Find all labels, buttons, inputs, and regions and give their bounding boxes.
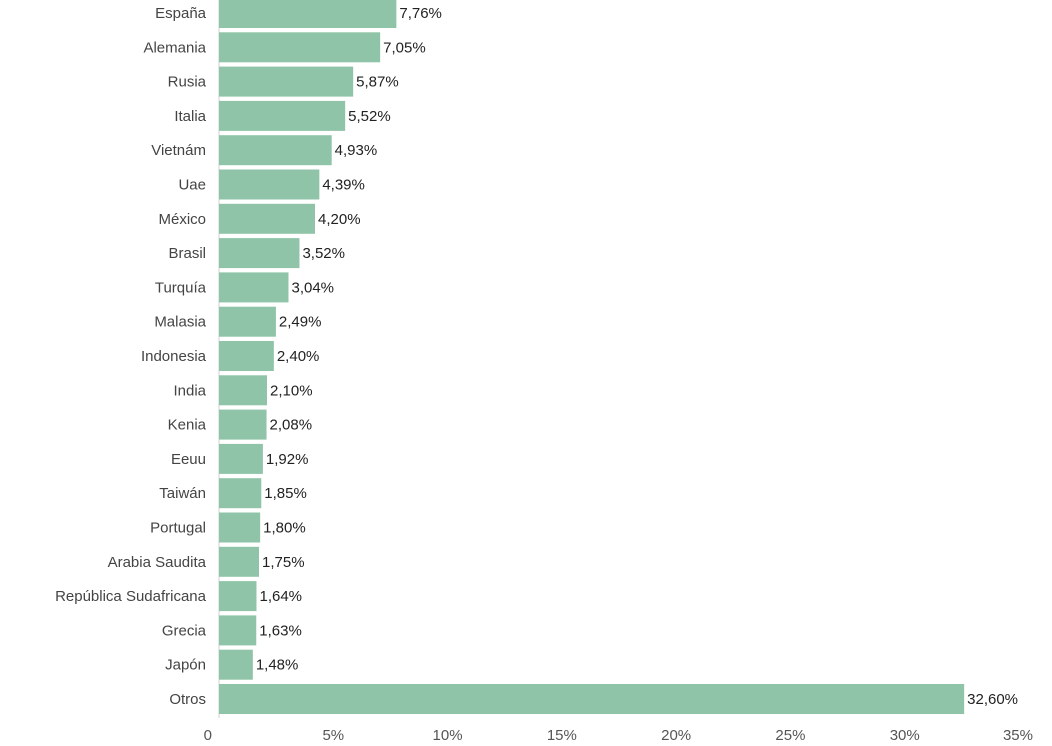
category-label: Malasia bbox=[154, 314, 206, 331]
value-label: 4,39% bbox=[322, 177, 365, 194]
bar-2 bbox=[219, 66, 354, 97]
bar-14 bbox=[219, 478, 262, 509]
category-label: Grecia bbox=[162, 622, 207, 639]
bar-20 bbox=[219, 684, 965, 714]
bar-18 bbox=[219, 615, 257, 646]
value-label: 2,40% bbox=[277, 348, 320, 365]
category-label: Indonesia bbox=[141, 348, 207, 365]
category-label: Brasil bbox=[168, 245, 206, 262]
value-label: 1,80% bbox=[263, 520, 306, 537]
bar-16 bbox=[219, 546, 259, 577]
value-label: 2,10% bbox=[270, 382, 313, 399]
bar-7 bbox=[219, 238, 300, 269]
bar-6 bbox=[219, 203, 315, 234]
value-label: 1,75% bbox=[262, 554, 305, 571]
category-label: Rusia bbox=[168, 74, 207, 91]
value-label: 1,63% bbox=[259, 622, 302, 639]
bar-10 bbox=[219, 341, 274, 371]
category-label: España bbox=[155, 5, 207, 22]
category-label: Kenia bbox=[168, 417, 207, 434]
category-label: Alemania bbox=[143, 39, 206, 56]
category-label: Otros bbox=[169, 691, 206, 708]
category-labels: España Alemania Rusia Italia Vietnám Uae Méxic… bbox=[55, 5, 207, 708]
x-tick-label: 35% bbox=[1003, 727, 1033, 744]
bar-9 bbox=[219, 306, 276, 337]
bar-19 bbox=[219, 649, 253, 680]
value-labels: 7,76% 7,05% 5,87% 5,52% 4,93% 4,39% 4,20% 3,52%… bbox=[256, 5, 1018, 708]
bar-17 bbox=[219, 581, 257, 612]
x-tick-label: 25% bbox=[775, 727, 805, 744]
category-label: Arabia Saudita bbox=[108, 554, 207, 571]
category-label: Vietnám bbox=[151, 142, 206, 159]
category-label: Uae bbox=[178, 177, 206, 194]
value-label: 32,60% bbox=[967, 691, 1018, 708]
bar-0 bbox=[219, 0, 397, 28]
bar-12 bbox=[219, 409, 267, 440]
category-label: India bbox=[173, 382, 206, 399]
value-label: 1,92% bbox=[266, 451, 309, 468]
x-tick-label: 0 bbox=[204, 727, 212, 744]
value-label: 5,87% bbox=[356, 74, 399, 91]
value-label: 1,48% bbox=[256, 657, 299, 674]
category-label: Japón bbox=[165, 657, 206, 674]
category-label: Italia bbox=[174, 108, 206, 125]
value-label: 3,52% bbox=[302, 245, 345, 262]
value-label: 4,20% bbox=[318, 211, 361, 228]
x-tick-label: 30% bbox=[890, 727, 920, 744]
value-label: 4,93% bbox=[335, 142, 378, 159]
bar-15 bbox=[219, 512, 261, 543]
value-label: 1,85% bbox=[264, 485, 307, 502]
value-label: 1,64% bbox=[259, 588, 302, 605]
x-axis-ticks: 0 5% 10% 15% 20% 25% 30% 35% bbox=[204, 727, 1033, 744]
value-label: 2,08% bbox=[270, 417, 313, 434]
bar-3 bbox=[219, 100, 346, 131]
value-label: 5,52% bbox=[348, 108, 391, 125]
bar-1 bbox=[219, 32, 381, 63]
x-tick-label: 5% bbox=[322, 727, 344, 744]
value-label: 3,04% bbox=[291, 279, 334, 296]
value-label: 2,49% bbox=[279, 314, 322, 331]
bar-4 bbox=[219, 135, 332, 166]
bars bbox=[219, 0, 965, 714]
category-label: México bbox=[158, 211, 206, 228]
x-tick-label: 10% bbox=[433, 727, 463, 744]
category-label: Turquía bbox=[155, 279, 207, 296]
x-tick-label: 20% bbox=[661, 727, 691, 744]
bar-8 bbox=[219, 272, 289, 303]
value-label: 7,05% bbox=[383, 39, 426, 56]
category-label: Portugal bbox=[150, 520, 206, 537]
x-tick-label: 15% bbox=[547, 727, 577, 744]
category-label: Eeuu bbox=[171, 451, 206, 468]
bar-13 bbox=[219, 443, 263, 474]
category-label: República Sudafricana bbox=[55, 588, 207, 605]
category-label: Taiwán bbox=[159, 485, 206, 502]
value-label: 7,76% bbox=[399, 5, 442, 22]
bar-5 bbox=[219, 169, 320, 200]
bar-11 bbox=[219, 375, 267, 406]
